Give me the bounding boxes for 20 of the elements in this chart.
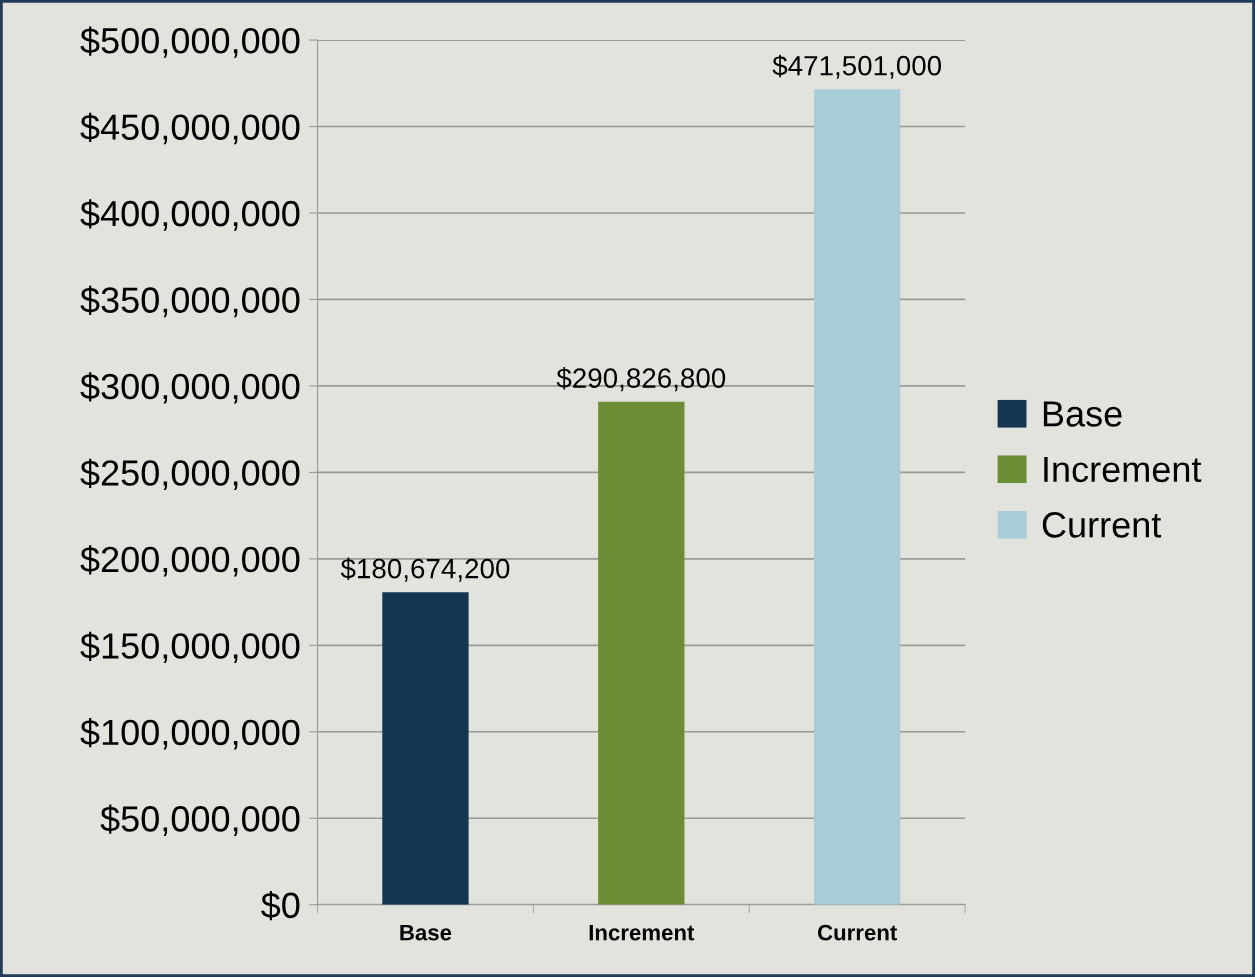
- data-label: $180,674,200: [340, 557, 510, 582]
- y-tick-label: $200,000,000: [80, 545, 300, 577]
- x-tick-label: Current: [817, 924, 898, 941]
- y-tick-label: $0: [261, 891, 300, 921]
- legend-label: Increment: [1044, 456, 1202, 483]
- data-label: $290,826,800: [556, 367, 726, 392]
- y-tick-label: $300,000,000: [80, 372, 300, 404]
- legend-label: Current: [1042, 512, 1162, 538]
- x-tick-label: Increment: [589, 924, 695, 941]
- legend-label: Base: [1043, 401, 1122, 427]
- y-tick-label: $50,000,000: [100, 804, 300, 836]
- y-tick-label: $350,000,000: [80, 285, 300, 318]
- y-tick-label: $150,000,000: [80, 631, 300, 664]
- y-tick-label: $500,000,000: [80, 26, 300, 58]
- y-tick-label: $250,000,000: [80, 458, 300, 491]
- y-tick-label: $100,000,000: [80, 718, 300, 750]
- x-tick-label: Base: [400, 924, 452, 941]
- y-tick-label: $450,000,000: [80, 112, 300, 145]
- data-label: $471,501,000: [772, 54, 942, 79]
- y-tick-label: $400,000,000: [80, 199, 300, 231]
